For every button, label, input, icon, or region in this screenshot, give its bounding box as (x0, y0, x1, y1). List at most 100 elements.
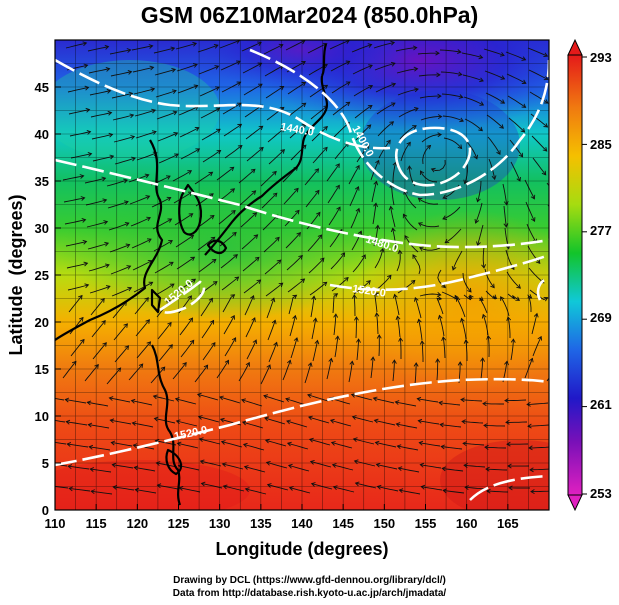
streamline-arrowhead (130, 398, 136, 404)
streamline-arrowhead (43, 395, 47, 399)
streamline-arrowhead (479, 101, 485, 106)
streamline-arrowhead (388, 205, 394, 211)
streamline (487, 335, 490, 358)
streamline-arrowhead (437, 114, 443, 119)
streamline (465, 486, 487, 490)
colorbar-label: 253 (590, 486, 612, 501)
streamline-arrowhead (272, 170, 277, 176)
streamline (135, 319, 150, 337)
streamline-arrowhead (233, 254, 238, 259)
streamline-arrowhead (278, 282, 284, 288)
streamline (334, 142, 349, 160)
streamline (419, 247, 441, 251)
streamline-arrowhead (213, 43, 219, 49)
streamline (286, 420, 308, 428)
streamline-arrowhead (104, 263, 110, 269)
streamline-arrowhead (336, 206, 341, 212)
x-tick-label: 125 (168, 516, 190, 531)
streamline (527, 402, 549, 405)
streamline-arrowhead (367, 43, 373, 48)
streamline (310, 461, 332, 468)
streamline (158, 153, 179, 164)
streamline (529, 91, 549, 104)
streamline-arrowhead (454, 294, 459, 300)
streamline (396, 250, 401, 272)
streamline-arrowhead (79, 316, 84, 322)
streamline (348, 361, 353, 383)
streamline-arrowhead (170, 46, 176, 52)
streamline (238, 362, 250, 382)
streamline (532, 157, 547, 176)
streamline-arrowhead (191, 278, 197, 283)
streamline-arrowhead (543, 296, 549, 302)
streamline-arrowhead (530, 217, 536, 222)
streamline-arrowhead (173, 132, 179, 137)
streamline (88, 424, 110, 429)
streamline (266, 107, 285, 121)
streamline-arrowhead (80, 338, 85, 344)
streamline-arrowhead (500, 52, 505, 57)
streamline-arrowhead (322, 281, 328, 287)
streamline-arrowhead (373, 418, 379, 424)
streamline-arrowhead (456, 296, 461, 302)
streamline-arrowhead (438, 400, 443, 406)
height-contours (55, 48, 549, 501)
streamline (69, 317, 84, 335)
streamline-arrowhead (83, 261, 89, 267)
streamline-arrowhead (457, 71, 463, 77)
streamline-arrowhead (109, 418, 115, 424)
contour-1520c (55, 377, 549, 467)
streamline-arrowhead (323, 84, 329, 90)
streamline (307, 394, 329, 402)
streamline-arrowhead (64, 397, 70, 403)
streamline-arrowhead (314, 339, 320, 345)
streamline-arrowhead (251, 190, 257, 195)
streamline-arrowhead (490, 283, 495, 289)
streamline (332, 293, 338, 314)
streamline (304, 168, 319, 186)
streamline (477, 224, 484, 246)
streamline (510, 339, 514, 361)
streamline-arrowhead (216, 128, 221, 134)
streamline (176, 420, 198, 427)
streamline (329, 40, 350, 50)
streamline (528, 267, 545, 284)
streamline-arrowhead (219, 417, 225, 423)
streamline-arrowhead (263, 394, 269, 399)
grid-lines (55, 40, 549, 510)
streamline-arrowhead (200, 481, 206, 487)
streamline-arrowhead (537, 335, 543, 341)
streamline-arrowhead (220, 440, 226, 445)
streamline (222, 463, 244, 470)
streamline-arrowhead (419, 340, 425, 345)
streamline-arrowhead (481, 313, 487, 319)
streamline-arrowhead (253, 234, 259, 239)
streamline-arrowhead (437, 93, 442, 99)
streamline (531, 135, 548, 152)
streamline-arrowhead (355, 164, 360, 170)
streamline (507, 95, 526, 108)
streamline (289, 123, 307, 139)
streamline (114, 345, 129, 363)
streamline-arrowhead (242, 442, 248, 448)
streamline-arrowhead (85, 107, 91, 113)
streamline-arrowhead (442, 194, 448, 200)
streamline-arrowhead (412, 45, 418, 51)
streamline (456, 297, 466, 318)
streamline (461, 52, 483, 59)
streamline (243, 83, 263, 96)
map-title: GSM 06Z10Mar2024 (850.0hPa) (140, 2, 479, 28)
streamline (419, 293, 441, 297)
streamline-arrowhead (126, 48, 132, 53)
streamline-arrowhead (349, 360, 355, 366)
streamline-arrowhead (167, 218, 173, 223)
streamline-arrowhead (391, 359, 397, 364)
streamline-arrowhead (145, 319, 150, 324)
streamline-arrowhead (354, 481, 360, 487)
streamline-arrowhead (259, 146, 264, 152)
streamline-arrowhead (478, 126, 483, 132)
streamline-arrowhead (152, 394, 158, 400)
streamline-arrowhead (65, 419, 71, 425)
y-tick-label: 15 (35, 362, 49, 377)
